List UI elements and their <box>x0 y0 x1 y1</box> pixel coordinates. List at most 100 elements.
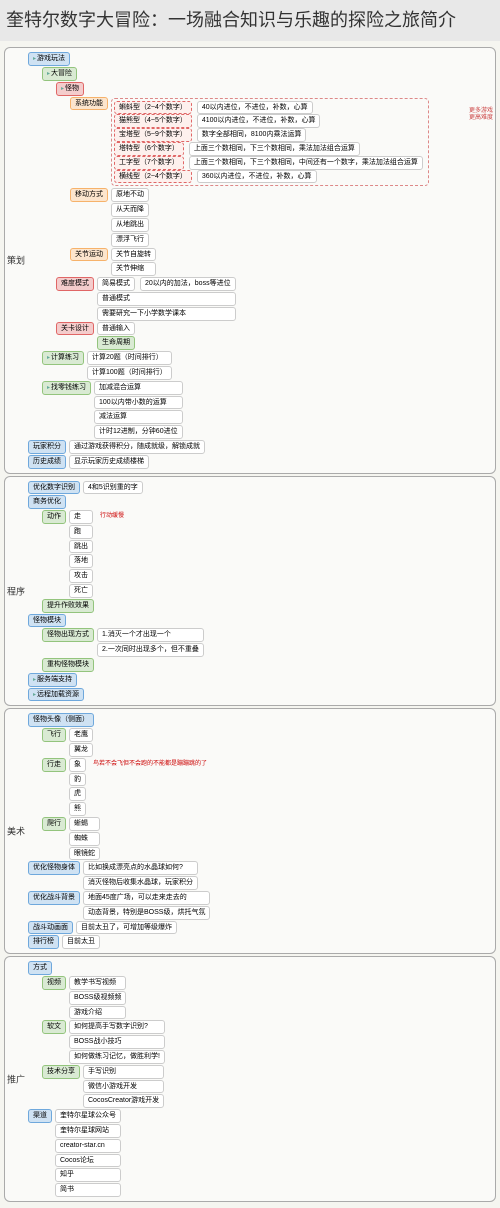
optbg-1: 动态背景，特别是BOSS级，烘托气氛 <box>83 906 210 920</box>
crawl-2: 眼镜蛇 <box>69 847 100 861</box>
type-2-detail: 数字全部相同，8100内乘法运算 <box>197 128 307 142</box>
move-1: 从天而降 <box>111 203 149 217</box>
ch-5: 简书 <box>55 1183 121 1197</box>
video-0: 教学书写视频 <box>69 976 126 990</box>
type-4-detail: 上面三个数相同，下三个数相同，中间还有一个数字，乘法加法组合运算 <box>189 156 423 170</box>
section-label-art: 美术 <box>7 825 25 838</box>
video-2: 游戏介绍 <box>69 1006 126 1020</box>
section-label-promo: 推广 <box>7 1073 25 1086</box>
joint-0: 关节自旋转 <box>111 248 156 262</box>
act-0: 走 <box>69 510 93 524</box>
node-zero[interactable]: 找零钱练习 <box>42 381 91 395</box>
section-label-plan: 策划 <box>7 254 25 267</box>
node-optbg[interactable]: 优化战斗背景 <box>28 891 80 905</box>
node-server[interactable]: 服务端支持 <box>28 673 77 687</box>
node-optbody[interactable]: 优化怪物身体 <box>28 861 80 875</box>
node-sysfunc[interactable]: 系统功能 <box>70 97 108 111</box>
tech-1: 微信小游戏开发 <box>83 1080 164 1094</box>
fly-1: 翼龙 <box>69 743 93 757</box>
node-gameplay[interactable]: 游戏玩法 <box>28 52 70 66</box>
node-history[interactable]: 历史成绩 <box>28 455 66 469</box>
crawl-0: 蜥蜴 <box>69 817 100 831</box>
node-clientopt[interactable]: 商务优化 <box>28 495 66 509</box>
node-action[interactable]: 动作 <box>42 510 66 524</box>
page-title: 奎特尔数字大冒险：一场融合知识与乐趣的探险之旅简介 <box>0 0 500 41</box>
node-portrait[interactable]: 怪物头像（侧面） <box>28 713 94 727</box>
node-tech[interactable]: 技术分享 <box>42 1065 80 1079</box>
tech-2: CocosCreator游戏开发 <box>83 1094 164 1108</box>
history-text: 显示玩家历史成绩楼梯 <box>69 455 149 469</box>
act-4: 攻击 <box>69 569 93 583</box>
move-2: 从地跳出 <box>111 218 149 232</box>
action-annot: 行动缓慢 <box>100 510 124 519</box>
crawl-1: 蜘蛛 <box>69 832 100 846</box>
video-1: BOSS级视频频 <box>69 991 126 1005</box>
node-optdigit[interactable]: 优化数字识别 <box>28 481 80 495</box>
ch-2: creator-star.cn <box>55 1139 121 1153</box>
act-5: 死亡 <box>69 584 93 598</box>
node-fly[interactable]: 飞行 <box>42 728 66 742</box>
type-1: 猫熊型（4~5个数字） <box>114 114 192 128</box>
walk-0: 象 <box>69 758 86 772</box>
type-4: 工字型（7个数字） <box>114 156 184 170</box>
optdigit-text: 4和5识别重的字 <box>83 481 143 495</box>
type-5-detail: 360以内进位，不进位，补数，心算 <box>197 170 317 184</box>
node-joint[interactable]: 关节运动 <box>70 248 108 262</box>
node-score[interactable]: 玩家积分 <box>28 440 66 454</box>
node-adventure[interactable]: 大冒险 <box>42 67 77 81</box>
node-calc[interactable]: 计算练习 <box>42 351 84 365</box>
node-effect: 提升作败效果 <box>42 599 94 613</box>
node-walk[interactable]: 行走 <box>42 758 66 772</box>
node-channel[interactable]: 渠道 <box>28 1109 52 1123</box>
appear-0: 1.消灭一个才出现一个 <box>97 628 204 642</box>
type-3-detail: 上面三个数相同，下三个数相同，乘法加法组合运算 <box>189 142 360 156</box>
node-rank[interactable]: 排行榜 <box>28 935 59 949</box>
node-monmod[interactable]: 怪物模块 <box>28 614 66 628</box>
node-battleanim[interactable]: 战斗动画面 <box>28 921 73 935</box>
section-art: 美术 怪物头像（侧面） 飞行 老鹰翼龙 行走 象豹虎熊 鸟若不会飞但不会跑的不能… <box>4 708 496 954</box>
tech-0: 手写识别 <box>83 1065 164 1079</box>
move-0: 原地不动 <box>111 188 149 202</box>
level-ord: 普通输入 <box>97 322 135 336</box>
optbody-0: 比如换成漂亮点的水晶球如何? <box>83 861 198 875</box>
zero-3: 计时12进制，分钟60进位 <box>94 425 183 439</box>
mindmap-container: 策划 更多游戏更高难度 游戏玩法 大冒险 怪物 系统功能 蝌蚪型（2~4个数字）… <box>0 41 500 1208</box>
node-appear[interactable]: 怪物出现方式 <box>42 628 94 642</box>
node-crawl[interactable]: 爬行 <box>42 817 66 831</box>
type-0-detail: 40以内进位，不进位，补数，心算 <box>197 101 313 115</box>
optbg-0: 地面45度广场，可以走来走去的 <box>83 891 210 905</box>
type-2: 宝塔型（5~9个数字） <box>114 128 192 142</box>
type-5: 横线型（2~4个数字） <box>114 170 192 184</box>
section-label-program: 程序 <box>7 584 25 597</box>
soft-2: 如何做练习记忆，做胜利学! <box>69 1050 165 1064</box>
node-monster[interactable]: 怪物 <box>56 82 84 96</box>
sysfunc-detail-box: 蝌蚪型（2~4个数字）40以内进位，不进位，补数，心算 猫熊型（4~5个数字）4… <box>111 98 429 187</box>
node-remote[interactable]: 远程加载资源 <box>28 688 84 702</box>
move-3: 漂浮飞行 <box>111 233 149 247</box>
portrait-annot: 鸟若不会飞但不会跑的不能都是蹦蹦跳的了 <box>93 758 207 767</box>
node-difficulty[interactable]: 难度模式 <box>56 277 94 291</box>
walk-2: 虎 <box>69 787 86 801</box>
diff-research: 需要研究一下小学数学课本 <box>97 307 236 321</box>
type-0: 蝌蚪型（2~4个数字） <box>114 101 192 115</box>
node-rebuild: 重构怪物模块 <box>42 658 94 672</box>
node-move[interactable]: 移动方式 <box>70 188 108 202</box>
diff-easy: 简易模式 <box>97 277 135 291</box>
act-1: 跑 <box>69 525 93 539</box>
zero-0: 加减混合运算 <box>94 381 183 395</box>
zero-1: 100以内带小数的运算 <box>94 396 183 410</box>
ch-1: 奎特尔星球网站 <box>55 1124 121 1138</box>
node-video[interactable]: 视频 <box>42 976 66 990</box>
section-promo: 推广 方式 视频 教学书写视频BOSS级视频频游戏介绍 软文 如何提高手写数字识… <box>4 956 496 1202</box>
act-3: 落地 <box>69 554 93 568</box>
node-soft[interactable]: 软文 <box>42 1020 66 1034</box>
calc-0: 计算20题（时间排行） <box>87 351 172 365</box>
node-method[interactable]: 方式 <box>28 961 52 975</box>
joint-1: 关节伸缩 <box>111 262 156 276</box>
section-program: 程序 优化数字识别4和5识别重的字 商务优化 动作 走 跑 跳出 落地 攻击 死… <box>4 476 496 707</box>
node-level[interactable]: 关卡设计 <box>56 322 94 336</box>
soft-0: 如何提高手写数字识别? <box>69 1020 165 1034</box>
soft-1: BOSS战小技巧 <box>69 1035 165 1049</box>
type-3: 塔特型（6个数字） <box>114 142 184 156</box>
zero-2: 减法运算 <box>94 410 183 424</box>
